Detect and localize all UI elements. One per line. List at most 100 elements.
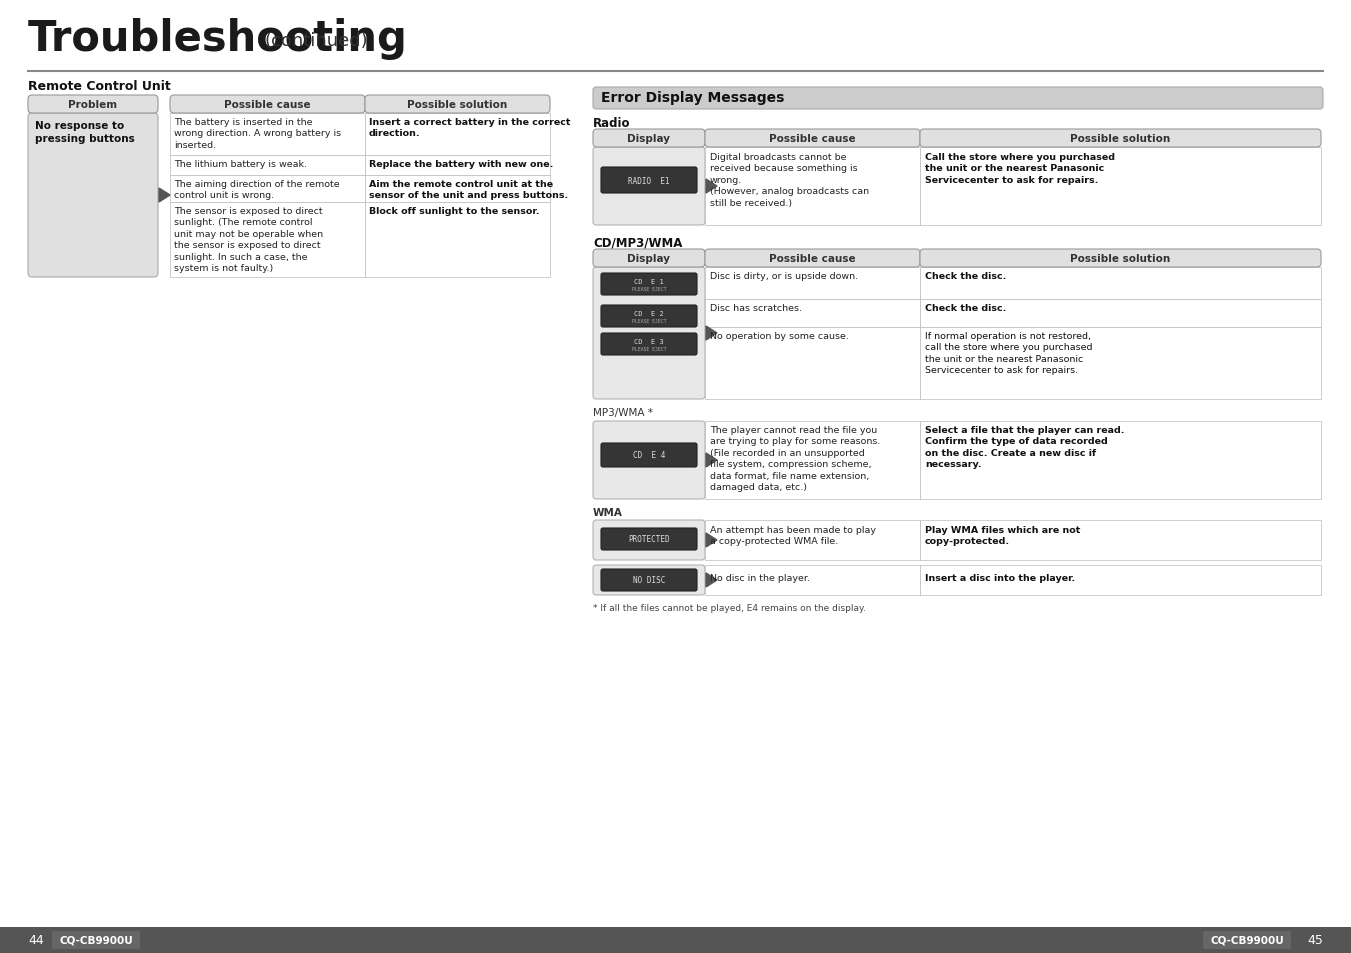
- Text: CD  E 2: CD E 2: [634, 311, 663, 317]
- Text: 45: 45: [1308, 934, 1323, 946]
- FancyBboxPatch shape: [920, 130, 1321, 148]
- Text: Replace the battery with new one.: Replace the battery with new one.: [369, 160, 554, 169]
- Polygon shape: [707, 454, 717, 468]
- FancyBboxPatch shape: [593, 268, 705, 399]
- Text: Error Display Messages: Error Display Messages: [601, 91, 785, 105]
- Text: Problem: Problem: [69, 100, 118, 110]
- Text: No operation by some cause.: No operation by some cause.: [711, 332, 848, 340]
- FancyBboxPatch shape: [28, 96, 158, 113]
- Bar: [705, 520, 920, 560]
- Text: If normal operation is not restored,
call the store where you purchased
the unit: If normal operation is not restored, cal…: [925, 332, 1093, 375]
- FancyBboxPatch shape: [601, 443, 697, 468]
- Text: Disc has scratches.: Disc has scratches.: [711, 304, 802, 313]
- FancyBboxPatch shape: [601, 529, 697, 551]
- Bar: [920, 421, 1321, 499]
- Text: An attempt has been made to play
a copy-protected WMA file.: An attempt has been made to play a copy-…: [711, 525, 875, 546]
- Text: Remote Control Unit: Remote Control Unit: [28, 80, 170, 92]
- Bar: [705, 299, 920, 328]
- Text: Display: Display: [627, 253, 670, 264]
- Text: WMA: WMA: [593, 507, 623, 517]
- FancyBboxPatch shape: [593, 148, 705, 226]
- Text: Call the store where you purchased
the unit or the nearest Panasonic
Servicecent: Call the store where you purchased the u…: [925, 152, 1115, 185]
- Bar: [920, 148, 1321, 226]
- Text: The player cannot read the file you
are trying to play for some reasons.
(File r: The player cannot read the file you are …: [711, 426, 881, 492]
- Bar: [365, 113, 550, 156]
- FancyBboxPatch shape: [705, 130, 920, 148]
- Text: The aiming direction of the remote
control unit is wrong.: The aiming direction of the remote contr…: [174, 180, 339, 200]
- Text: CD/MP3/WMA: CD/MP3/WMA: [593, 235, 682, 249]
- Polygon shape: [707, 574, 717, 587]
- Bar: [0, 927, 1351, 953]
- FancyBboxPatch shape: [51, 931, 141, 949]
- Text: PLEASE EJECT: PLEASE EJECT: [632, 319, 666, 324]
- Bar: [920, 328, 1321, 399]
- FancyBboxPatch shape: [601, 168, 697, 193]
- FancyBboxPatch shape: [170, 96, 365, 113]
- Bar: [705, 565, 920, 596]
- Text: CD  E 3: CD E 3: [634, 339, 663, 345]
- Text: The battery is inserted in the
wrong direction. A wrong battery is
inserted.: The battery is inserted in the wrong dir…: [174, 118, 340, 150]
- Polygon shape: [159, 189, 170, 203]
- Text: No disc in the player.: No disc in the player.: [711, 574, 811, 582]
- Text: NO DISC: NO DISC: [632, 576, 665, 585]
- Text: PLEASE EJECT: PLEASE EJECT: [632, 347, 666, 352]
- Bar: [170, 156, 365, 175]
- FancyBboxPatch shape: [593, 250, 705, 268]
- Text: Digital broadcasts cannot be
received because something is
wrong.
(However, anal: Digital broadcasts cannot be received be…: [711, 152, 869, 208]
- Bar: [170, 203, 365, 277]
- Bar: [920, 520, 1321, 560]
- Text: Radio: Radio: [593, 117, 631, 130]
- Text: The lithium battery is weak.: The lithium battery is weak.: [174, 160, 307, 169]
- FancyBboxPatch shape: [593, 130, 705, 148]
- Text: Display: Display: [627, 133, 670, 144]
- FancyBboxPatch shape: [593, 88, 1323, 110]
- Text: Check the disc.: Check the disc.: [925, 304, 1006, 313]
- Text: CQ-CB9900U: CQ-CB9900U: [1210, 935, 1283, 945]
- Text: Aim the remote control unit at the
sensor of the unit and press buttons.: Aim the remote control unit at the senso…: [369, 180, 569, 200]
- Text: Possible solution: Possible solution: [408, 100, 508, 110]
- Bar: [170, 175, 365, 203]
- Text: Possible cause: Possible cause: [224, 100, 311, 110]
- Text: Possible solution: Possible solution: [1070, 133, 1170, 144]
- Bar: [705, 328, 920, 399]
- Text: Insert a correct battery in the correct
direction.: Insert a correct battery in the correct …: [369, 118, 570, 138]
- Text: Play WMA files which are not
copy-protected.: Play WMA files which are not copy-protec…: [925, 525, 1081, 546]
- Text: Troubleshooting: Troubleshooting: [28, 18, 408, 60]
- Text: CD  E 1: CD E 1: [634, 279, 663, 285]
- FancyBboxPatch shape: [601, 569, 697, 592]
- Text: No response to
pressing buttons: No response to pressing buttons: [35, 121, 135, 144]
- FancyBboxPatch shape: [28, 113, 158, 277]
- Text: * If all the files cannot be played, E4 remains on the display.: * If all the files cannot be played, E4 …: [593, 603, 866, 613]
- Bar: [365, 156, 550, 175]
- Text: Disc is dirty, or is upside down.: Disc is dirty, or is upside down.: [711, 272, 858, 281]
- Text: Block off sunlight to the sensor.: Block off sunlight to the sensor.: [369, 207, 539, 215]
- Bar: [920, 299, 1321, 328]
- Bar: [705, 421, 920, 499]
- Text: Possible solution: Possible solution: [1070, 253, 1170, 264]
- Bar: [365, 175, 550, 203]
- Polygon shape: [707, 534, 717, 547]
- Bar: [705, 148, 920, 226]
- FancyBboxPatch shape: [920, 250, 1321, 268]
- FancyBboxPatch shape: [1202, 931, 1292, 949]
- Text: Select a file that the player can read.
Confirm the type of data recorded
on the: Select a file that the player can read. …: [925, 426, 1124, 469]
- Text: Check the disc.: Check the disc.: [925, 272, 1006, 281]
- Text: CQ-CB9900U: CQ-CB9900U: [59, 935, 132, 945]
- FancyBboxPatch shape: [593, 421, 705, 499]
- FancyBboxPatch shape: [593, 565, 705, 596]
- Polygon shape: [707, 327, 717, 340]
- FancyBboxPatch shape: [365, 96, 550, 113]
- Text: PROTECTED: PROTECTED: [628, 535, 670, 544]
- FancyBboxPatch shape: [593, 520, 705, 560]
- Text: MP3/WMA *: MP3/WMA *: [593, 408, 653, 417]
- FancyBboxPatch shape: [601, 306, 697, 328]
- Text: 44: 44: [28, 934, 43, 946]
- Text: The sensor is exposed to direct
sunlight. (The remote control
unit may not be op: The sensor is exposed to direct sunlight…: [174, 207, 323, 273]
- Text: Possible cause: Possible cause: [769, 133, 855, 144]
- Text: (continued): (continued): [265, 32, 369, 50]
- Text: Possible cause: Possible cause: [769, 253, 855, 264]
- Text: RADIO  E1: RADIO E1: [628, 176, 670, 185]
- FancyBboxPatch shape: [601, 334, 697, 355]
- Bar: [705, 268, 920, 299]
- Bar: [920, 268, 1321, 299]
